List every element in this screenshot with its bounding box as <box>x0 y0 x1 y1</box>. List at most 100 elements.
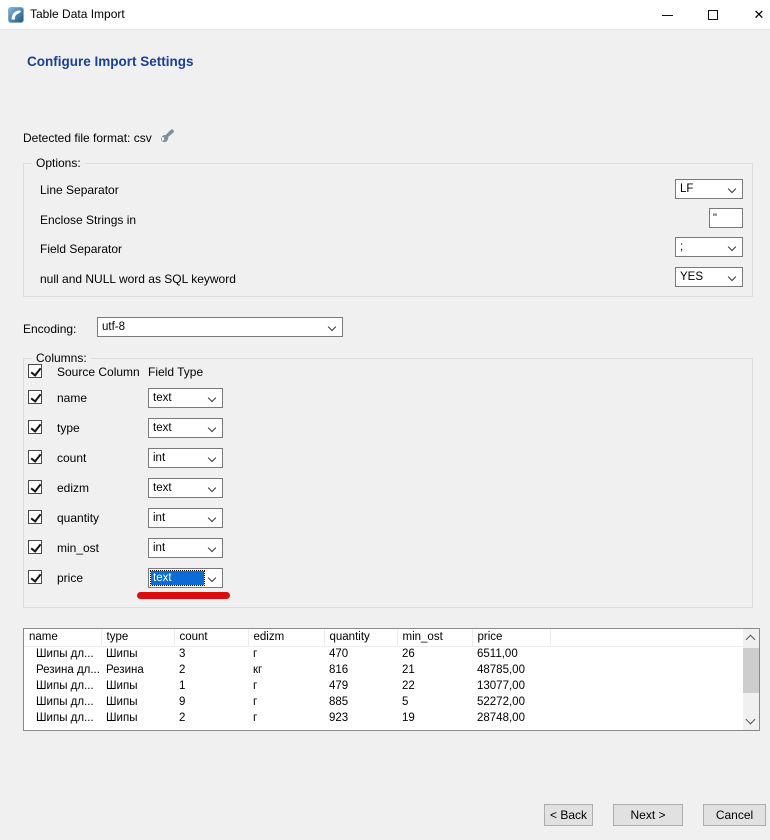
close-button[interactable]: ✕ <box>753 7 765 22</box>
checkbox-count[interactable] <box>28 450 42 464</box>
encoding-value: utf-8 <box>102 321 126 333</box>
column-label-min-ost: min_ost <box>57 541 100 555</box>
checkbox-min-ost[interactable] <box>28 540 42 554</box>
cell: Шипы <box>106 648 138 661</box>
cell: г <box>253 648 258 661</box>
chevron-down-icon <box>727 184 737 194</box>
red-underline-annotation <box>137 592 230 599</box>
cell: г <box>253 696 258 708</box>
scroll-down-icon[interactable] <box>745 714 756 725</box>
cell: Шипы <box>106 696 138 708</box>
cell: 6511,00 <box>477 648 518 661</box>
field-separator-label: Field Separator <box>40 242 123 256</box>
options-group-label: Options: <box>32 156 85 170</box>
back-button[interactable]: < Back <box>544 804 593 826</box>
cell: 923 <box>329 712 349 724</box>
field-type-select-edizm[interactable]: text <box>148 478 223 498</box>
preview-panel: name type count edizm quantity min_ost p… <box>23 628 760 731</box>
field-type-value: text <box>153 482 172 494</box>
detected-format-value: csv <box>133 131 152 145</box>
cell: кг <box>253 664 263 676</box>
next-button[interactable]: Next > <box>613 804 683 826</box>
field-separator-select[interactable]: ; <box>675 237 743 257</box>
page-title: Configure Import Settings <box>27 54 194 69</box>
cell: 28748,00 <box>477 712 525 724</box>
table-row[interactable]: Шипы дл... Шипы 1 г 479 22 13077,00 <box>24 678 743 694</box>
encoding-select[interactable]: utf-8 <box>97 317 343 337</box>
chevron-down-icon <box>327 322 337 332</box>
table-row[interactable]: Резина дл... Резина 2 кг 816 21 48785,00 <box>24 662 743 678</box>
mysql-workbench-dolphin-icon <box>8 7 24 23</box>
checkbox-price[interactable] <box>28 570 42 584</box>
field-type-value: int <box>153 542 166 554</box>
cell: Шипы дл... <box>36 696 94 708</box>
column-label-type: type <box>57 421 80 435</box>
table-row[interactable]: Шипы дл... Шипы 9 г 885 5 52272,00 <box>24 694 743 710</box>
field-type-select-min-ost[interactable]: int <box>148 538 223 558</box>
table-row[interactable]: Шипы дл... Шипы 2 г 923 19 28748,00 <box>24 710 743 726</box>
options-group: Options: <box>23 156 753 297</box>
column-label-count: count <box>57 451 87 465</box>
maximize-button[interactable] <box>697 0 729 29</box>
cell: 13077,00 <box>477 680 525 692</box>
checkbox-type[interactable] <box>28 420 42 434</box>
titlebar: Table Data Import ✕ <box>0 0 770 30</box>
cell: 26 <box>402 648 415 661</box>
cell: 5 <box>402 696 409 708</box>
source-column-header: Source Column <box>57 365 140 379</box>
preview-header-count[interactable]: count <box>174 629 249 647</box>
chevron-down-icon <box>207 543 217 553</box>
maximize-icon <box>708 10 718 20</box>
cell: 816 <box>329 664 349 676</box>
line-separator-select[interactable]: LF <box>675 179 743 199</box>
preview-header-type[interactable]: type <box>101 629 175 647</box>
preview-header-name[interactable]: name <box>24 629 102 647</box>
null-keyword-value: YES <box>680 271 704 283</box>
cell: Шипы дл... <box>36 712 94 724</box>
chevron-down-icon <box>207 573 217 583</box>
preview-header-price[interactable]: price <box>472 629 551 647</box>
checkbox-quantity[interactable] <box>28 510 42 524</box>
field-type-value: int <box>153 452 166 464</box>
minimize-button[interactable] <box>651 0 683 29</box>
column-label-name: name <box>57 391 88 405</box>
checkbox-edizm[interactable] <box>28 480 42 494</box>
field-type-header: Field Type <box>148 365 204 379</box>
minimize-icon <box>662 15 673 16</box>
cell: Шипы дл... <box>36 648 94 661</box>
null-keyword-select[interactable]: YES <box>675 267 743 287</box>
chevron-down-icon <box>207 453 217 463</box>
null-keyword-label: null and NULL word as SQL keyword <box>40 272 236 286</box>
chevron-down-icon <box>207 393 217 403</box>
enclose-strings-label: Enclose Strings in <box>40 213 137 227</box>
cell: 48785,00 <box>477 664 525 676</box>
field-type-select-name[interactable]: text <box>148 388 223 408</box>
column-label-quantity: quantity <box>57 511 100 525</box>
field-type-select-type[interactable]: text <box>148 418 223 438</box>
cancel-button[interactable]: Cancel <box>703 804 766 826</box>
column-label-edizm: edizm <box>57 481 90 495</box>
encoding-label: Encoding: <box>23 322 77 336</box>
preview-header-quantity[interactable]: quantity <box>324 629 398 647</box>
field-type-select-price[interactable]: text <box>148 568 223 588</box>
scrollbar-thumb[interactable] <box>743 648 759 693</box>
enclose-strings-input[interactable] <box>709 208 743 228</box>
preview-header-min-ost[interactable]: min_ost <box>397 629 473 647</box>
scroll-up-icon[interactable] <box>745 634 756 645</box>
chevron-down-icon <box>727 272 737 282</box>
preview-header-edizm[interactable]: edizm <box>248 629 325 647</box>
select-all-columns-checkbox[interactable] <box>28 364 42 378</box>
cell: 479 <box>329 680 349 692</box>
checkbox-name[interactable] <box>28 390 42 404</box>
field-type-select-quantity[interactable]: int <box>148 508 223 528</box>
cell: 470 <box>329 648 349 661</box>
vertical-scrollbar[interactable] <box>743 629 759 730</box>
table-row[interactable]: Шипы дл... Шипы 3 г 470 26 6511,00 <box>24 646 743 662</box>
field-type-select-count[interactable]: int <box>148 448 223 468</box>
wrench-icon[interactable] <box>158 126 176 144</box>
chevron-down-icon <box>207 513 217 523</box>
chevron-down-icon <box>207 423 217 433</box>
detected-format-text: Detected file format: <box>23 131 131 145</box>
window-title: Table Data Import <box>30 7 125 21</box>
columns-group-label: Columns: <box>32 351 91 365</box>
